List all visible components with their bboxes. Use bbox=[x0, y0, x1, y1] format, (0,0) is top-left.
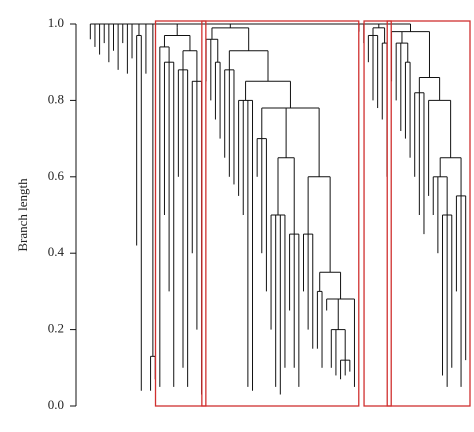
y-tick-label: 0.6 bbox=[48, 168, 65, 183]
y-tick-label: 0.4 bbox=[48, 244, 65, 259]
module-box bbox=[201, 20, 360, 407]
y-tick-label: 0.0 bbox=[48, 397, 64, 412]
module-box bbox=[363, 20, 392, 407]
y-tick-label: 1.0 bbox=[48, 15, 64, 30]
module-box bbox=[386, 20, 471, 407]
y-axis-label: Branch length bbox=[15, 178, 30, 252]
y-tick-label: 0.2 bbox=[48, 321, 64, 336]
y-tick-label: 0.8 bbox=[48, 91, 64, 106]
module-box bbox=[154, 20, 207, 407]
